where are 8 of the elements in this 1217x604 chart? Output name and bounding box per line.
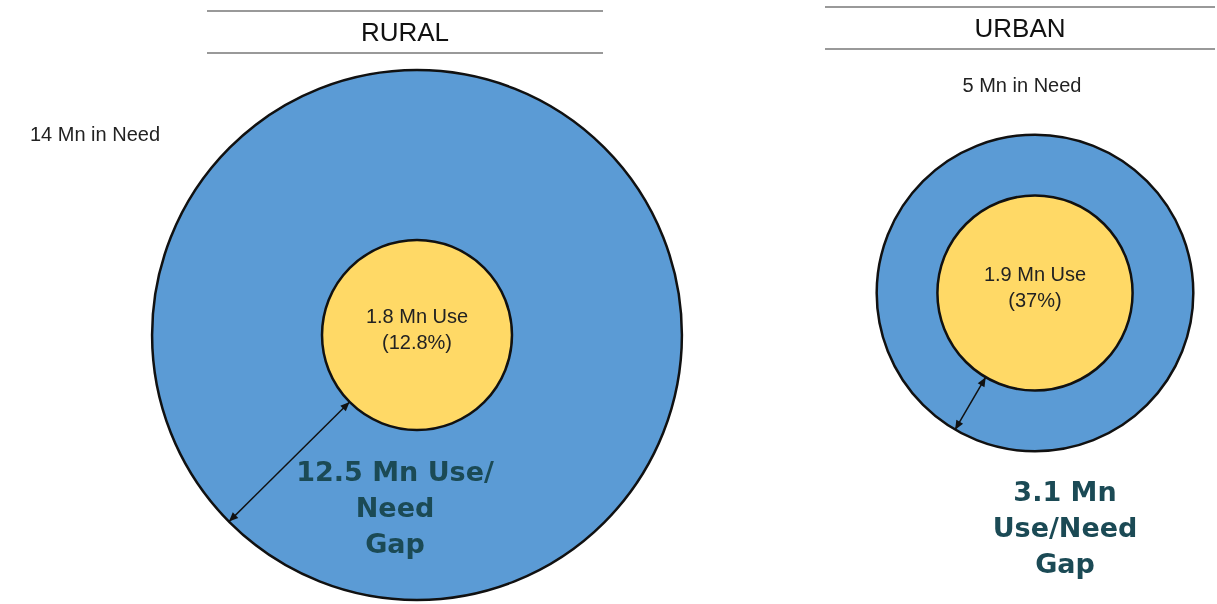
text: URBAN xyxy=(825,6,1215,50)
data-label: 1.8 Mn Use (12.8%) xyxy=(365,304,469,353)
text: 12.5 Mn Use/ Need Gap xyxy=(296,456,494,560)
data-label: 5 Mn in Need xyxy=(962,73,1082,96)
text: 3.1 Mn Use/Need Gap xyxy=(992,476,1138,580)
text: RURAL xyxy=(207,10,603,54)
data-label: 1.9 Mn Use (37%) xyxy=(983,262,1087,311)
data-label: 14 Mn in Need xyxy=(29,122,161,145)
